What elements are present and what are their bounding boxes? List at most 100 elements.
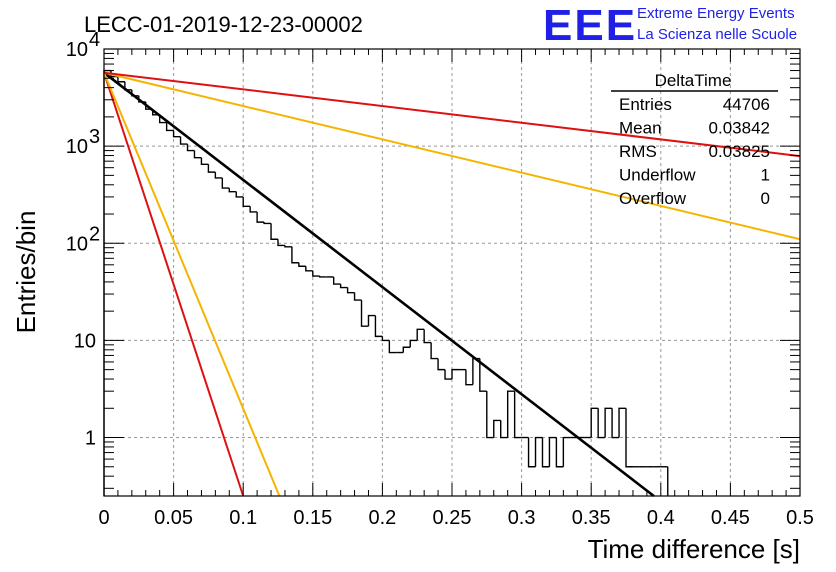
x-axis-title: Time difference [s] (588, 534, 800, 564)
x-tick-label: 0.4 (647, 507, 675, 529)
histogram-bin (353, 292, 362, 301)
y-axis-title: Entries/bin (11, 211, 41, 334)
histogram-bin (214, 172, 223, 179)
histogram-bin (472, 357, 480, 385)
histogram-bin (430, 342, 439, 360)
histogram-bin (284, 245, 292, 248)
histogram-bin (305, 266, 313, 272)
stats-label: Mean (619, 119, 662, 138)
stats-label: RMS (619, 142, 657, 161)
stats-rows: Entries 44706 Mean 0.03842 RMS 0.03825 Underfl… (619, 95, 770, 208)
stats-value: 0 (761, 189, 770, 208)
histogram-bin (500, 420, 508, 439)
brand-line-2: La Scienza nelle Scuole (637, 26, 797, 43)
stats-value: 1 (761, 166, 770, 185)
histogram-bin (277, 239, 285, 247)
histogram-bin (416, 328, 425, 341)
histogram-bin (437, 358, 446, 371)
fit-line-4 (103, 71, 801, 241)
x-tick-labels: 0 0.05 0.1 0.15 0.2 0.25 0.3 0.35 0.4 0.45 0.5 (98, 507, 813, 529)
histogram-bin (367, 314, 376, 327)
histogram-bin (506, 390, 515, 438)
histogram-bin (256, 211, 265, 223)
histogram-bin (388, 340, 397, 354)
histogram-bin (381, 336, 390, 342)
x-tick-label: 0.25 (433, 507, 472, 529)
histogram-bin (346, 287, 355, 294)
stats-value: 0.03825 (709, 142, 770, 161)
histogram-bin (493, 419, 501, 438)
histogram-bin (312, 270, 320, 277)
x-tick-label: 0.1 (229, 507, 257, 529)
stats-value: 0.03842 (709, 119, 770, 138)
histogram-bin (597, 408, 606, 439)
histogram-bin (186, 144, 195, 152)
grid (104, 49, 800, 496)
histogram-bin (319, 276, 327, 278)
histogram-bin (165, 122, 174, 132)
axis-ticks (103, 48, 801, 496)
y-tick-label: 1 (85, 428, 96, 450)
histogram-bin (513, 391, 522, 439)
histogram-bin (193, 150, 202, 159)
histogram-bin (423, 329, 432, 344)
chart-title: LECC-01-2019-12-23-00002 (84, 12, 363, 37)
histogram-bin (618, 407, 626, 438)
brand-line-1: Extreme Energy Events (637, 5, 795, 22)
histogram-bin (451, 368, 459, 380)
histogram-bin (590, 407, 599, 438)
histogram-bin (486, 391, 494, 439)
histogram-bin (103, 69, 111, 496)
x-tick-label: 0.5 (786, 507, 814, 529)
stats-value: 44706 (723, 95, 770, 114)
brand-logo-text: EEE (543, 1, 637, 50)
histogram-bin (444, 369, 452, 380)
y-tick-label: 10 (66, 136, 88, 158)
x-tick-label: 0.2 (368, 507, 396, 529)
histogram-bin (479, 358, 487, 392)
fit-lines (103, 71, 801, 498)
x-tick-label: 0.35 (572, 507, 611, 529)
histogram-bin (534, 436, 543, 467)
fit-line-5 (103, 71, 801, 158)
stats-label: Overflow (619, 189, 687, 208)
histogram-bin (332, 276, 341, 285)
histogram-bin (374, 315, 383, 338)
histogram-bin (409, 339, 418, 348)
histogram (103, 69, 669, 496)
histogram-bin (172, 130, 181, 138)
histogram-bin (298, 262, 306, 267)
histogram-bin (555, 437, 564, 468)
histogram-bin (207, 164, 216, 173)
stats-title: DeltaTime (655, 71, 732, 90)
x-tick-label: 0.3 (508, 507, 536, 529)
y-tick-exponent: 3 (89, 126, 100, 148)
histogram-bin (242, 196, 251, 208)
histogram-bin (179, 136, 188, 145)
fit-line-1 (103, 71, 655, 498)
stats-label: Underflow (619, 166, 696, 185)
histogram-bin (291, 246, 299, 264)
histogram-bin (263, 222, 272, 225)
histogram-bin (604, 407, 613, 438)
y-tick-label: 10 (74, 330, 96, 352)
histogram-bin (235, 191, 244, 198)
y-tick-exponent: 2 (89, 223, 100, 245)
histogram-bin (548, 436, 557, 467)
brand-logo: EEE Extreme Energy Events La Scienza nel… (543, 1, 797, 50)
fit-line-3 (103, 72, 281, 497)
histogram-bin (249, 206, 258, 213)
histogram-bin (158, 114, 167, 124)
x-tick-label: 0.45 (711, 507, 750, 529)
histogram-bin (625, 408, 633, 468)
histogram-bin (527, 437, 536, 468)
y-tick-label: 10 (66, 39, 88, 61)
histogram-bin (402, 346, 411, 353)
histogram-bin (117, 76, 125, 83)
y-tick-label: 10 (66, 233, 88, 255)
x-tick-label: 0 (98, 507, 109, 529)
histogram-bin (339, 284, 348, 289)
histogram-bin (611, 408, 620, 439)
